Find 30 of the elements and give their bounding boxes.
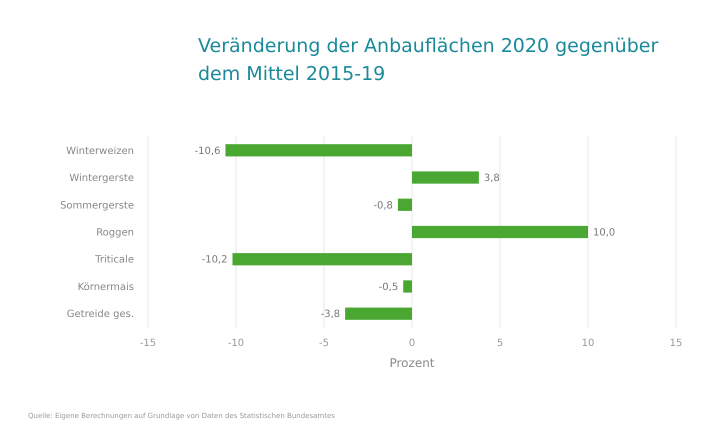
x-axis-title: Prozent: [389, 356, 435, 370]
bar: [398, 198, 412, 211]
x-tick-label: -15: [140, 338, 156, 349]
bar: [225, 144, 412, 156]
y-tick-label: Triticale: [94, 254, 134, 266]
data-label: -0,8: [373, 200, 393, 212]
x-tick-label: 15: [670, 338, 682, 349]
data-label: 10,0: [593, 228, 616, 238]
x-tick-label: 5: [496, 338, 504, 349]
y-tick-label: Sommergerste: [60, 200, 134, 212]
data-label: -10,2: [202, 254, 228, 266]
y-tick-label: Roggen: [96, 228, 134, 238]
data-label: -10,6: [194, 146, 220, 157]
chart-title: Veränderung der Anbauflächen 2020 gegenüber dem Mittel 2015-19: [198, 35, 658, 85]
data-label: -3,8: [320, 309, 340, 320]
y-tick-label: Körnermais: [78, 282, 134, 293]
bar: [345, 308, 412, 320]
bar: [403, 280, 412, 293]
bar: [232, 253, 412, 266]
x-tick-label: 10: [582, 338, 594, 349]
data-label: 3,8: [484, 173, 500, 184]
data-label: -0,5: [378, 282, 398, 293]
y-tick-label: Wintergerste: [69, 173, 134, 184]
x-tick-label: -10: [228, 338, 244, 349]
bar: [412, 171, 479, 184]
x-tick-label: -5: [319, 338, 329, 349]
bar: [412, 226, 588, 238]
x-tick-label: 0: [408, 338, 416, 349]
y-tick-label: Getreide ges.: [66, 309, 134, 320]
y-tick-label: Winterweizen: [66, 146, 134, 157]
